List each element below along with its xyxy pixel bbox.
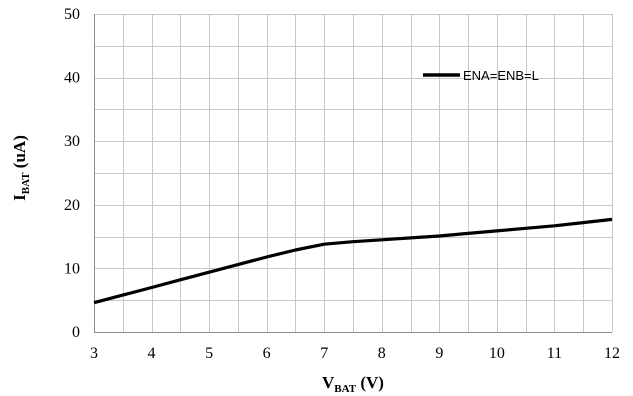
- x-tick-label: 3: [90, 345, 98, 362]
- y-axis-title-unit: (uA): [10, 135, 29, 172]
- axes: [94, 14, 612, 333]
- y-tick-label: 20: [64, 197, 80, 214]
- y-tick-label: 30: [64, 133, 80, 150]
- series-line: [93, 217, 613, 305]
- x-tick-label: 5: [205, 345, 213, 362]
- y-tick-label: 50: [64, 6, 80, 23]
- y-axis-title-subscript: BAT: [20, 172, 32, 194]
- x-tick-label: 4: [148, 345, 156, 362]
- x-axis-title-unit: (V): [356, 373, 384, 392]
- x-tick-label: 12: [604, 345, 620, 362]
- series: [93, 217, 613, 305]
- x-tick-label: 8: [378, 345, 386, 362]
- y-axis-title-main: I: [10, 194, 29, 201]
- x-tick-label: 7: [320, 345, 328, 362]
- y-axis-title: IBAT (uA): [10, 135, 32, 201]
- legend: ENA=ENB=L: [423, 68, 539, 83]
- x-tick-label: 11: [547, 345, 562, 362]
- tick-labels: 3 4 5 6 7 8 9 10 11 12 0 10 20 30 40 50: [64, 6, 620, 362]
- y-tick-label: 0: [72, 324, 80, 341]
- x-tick-label: 6: [263, 345, 271, 362]
- y-tick-label: 40: [64, 70, 80, 87]
- grid: [94, 14, 613, 333]
- x-tick-label: 10: [489, 345, 505, 362]
- x-axis-title: VBAT (V): [322, 373, 384, 395]
- y-tick-label: 10: [64, 260, 80, 277]
- x-axis-title-subscript: BAT: [334, 383, 356, 395]
- x-tick-label: 9: [435, 345, 443, 362]
- legend-label: ENA=ENB=L: [463, 68, 539, 83]
- x-axis-title-main: V: [322, 373, 335, 392]
